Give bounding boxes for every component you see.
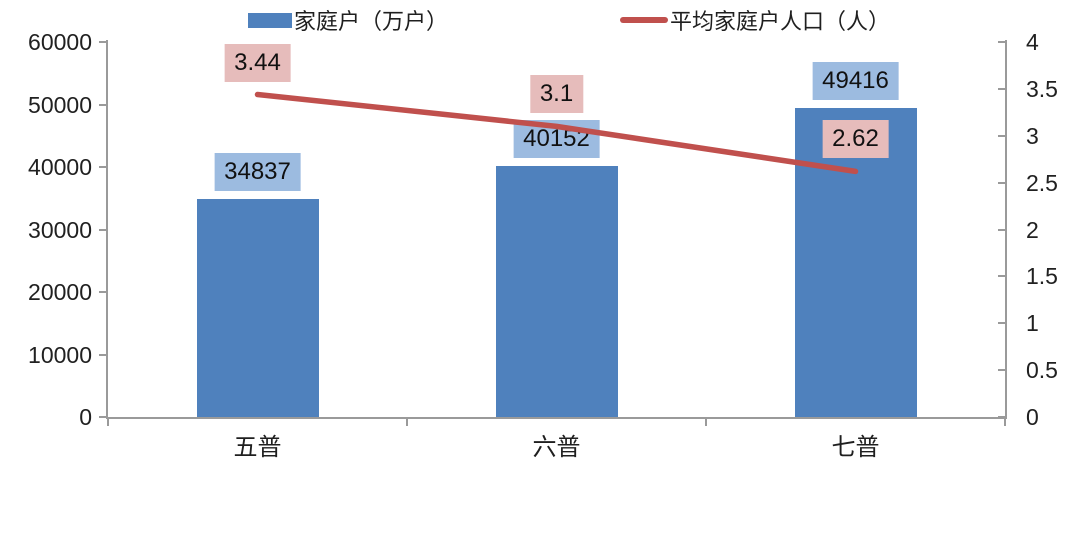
- line-value-label: 3.1: [529, 75, 584, 114]
- x-axis-tick: [107, 417, 109, 426]
- bar-六普: [495, 166, 618, 417]
- left-axis-tick: [99, 416, 108, 418]
- right-axis-tick: [998, 369, 1007, 372]
- right-axis-tick: [998, 228, 1007, 231]
- left-axis-tick-label: 40000: [28, 154, 92, 180]
- right-axis-tick-label: 0: [1026, 404, 1039, 430]
- left-axis-tick: [99, 291, 108, 293]
- bar-value-label: 40152: [513, 120, 600, 159]
- line-value-label: 2.62: [822, 120, 889, 159]
- legend-label-households: 家庭户（万户）: [294, 9, 449, 34]
- right-axis-tick: [998, 416, 1007, 418]
- x-axis-tick: [406, 417, 408, 426]
- left-axis-tick-label: 60000: [28, 29, 92, 55]
- bar-value-label: 49416: [812, 62, 899, 101]
- right-axis-tick-label: 1: [1026, 310, 1039, 337]
- left-axis-tick: [99, 228, 108, 231]
- x-axis-category-label: 六普: [532, 434, 581, 461]
- x-axis-category-label: 五普: [233, 434, 282, 461]
- left-axis-tick: [99, 166, 108, 168]
- left-axis-tick: [99, 41, 108, 43]
- right-axis-tick-label: 2: [1026, 216, 1039, 243]
- right-axis-tick-label: 1.5: [1026, 263, 1058, 290]
- legend-item-households: 家庭户（万户）: [248, 2, 448, 38]
- left-axis-tick-label: 0: [79, 404, 92, 430]
- right-axis-tick: [998, 181, 1007, 184]
- line-value-label: 3.44: [224, 43, 291, 82]
- right-axis-tick-label: 4: [1026, 29, 1039, 55]
- x-axis-tick: [1004, 417, 1006, 426]
- left-axis-tick-label: 50000: [28, 91, 92, 118]
- legend: 家庭户（万户） 平均家庭户人口（人）: [0, 0, 1080, 40]
- right-axis-tick: [998, 134, 1007, 137]
- left-axis-tick: [99, 103, 108, 106]
- legend-item-avg-size: 平均家庭户人口（人）: [620, 2, 890, 38]
- right-axis-tick: [998, 275, 1007, 278]
- bar-五普: [196, 199, 319, 417]
- left-axis-tick-label: 30000: [28, 216, 92, 243]
- bar-series-swatch-icon: [248, 12, 292, 28]
- left-axis-tick-label: 20000: [28, 279, 92, 305]
- x-axis-line: [106, 417, 1007, 419]
- right-axis-tick-label: 0.5: [1026, 357, 1058, 384]
- x-axis-category-label: 七普: [831, 434, 880, 461]
- right-axis-tick: [998, 322, 1007, 325]
- left-axis-tick-label: 10000: [28, 341, 92, 368]
- x-axis-tick: [705, 417, 707, 426]
- left-axis-tick: [99, 353, 108, 356]
- right-axis-tick: [998, 41, 1007, 43]
- line-series-swatch-icon: [620, 17, 668, 23]
- bar-value-label: 34837: [214, 153, 301, 192]
- right-axis-tick-label: 3: [1026, 122, 1039, 149]
- legend-label-avg-size: 平均家庭户人口（人）: [670, 9, 891, 34]
- right-axis-tick: [998, 87, 1007, 90]
- right-axis-tick-label: 3.5: [1026, 75, 1058, 102]
- right-axis-tick-label: 2.5: [1026, 169, 1058, 196]
